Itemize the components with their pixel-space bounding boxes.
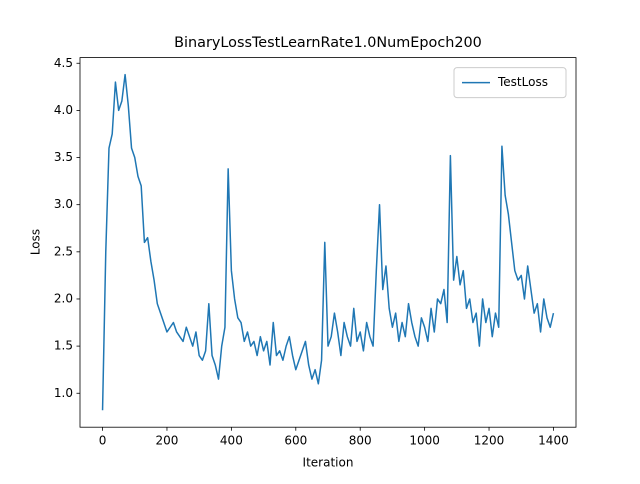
chart-title: BinaryLossTestLearnRate1.0NumEpoch200 bbox=[174, 35, 482, 51]
x-axis-label: Iteration bbox=[303, 456, 354, 470]
data-line bbox=[101, 73, 555, 411]
y-tick-label: 2.0 bbox=[54, 291, 73, 305]
y-tick-label: 3.5 bbox=[54, 150, 73, 164]
x-tick-label: 0 bbox=[99, 434, 107, 448]
axes-frame bbox=[79, 57, 577, 428]
x-tick-label: 200 bbox=[156, 434, 179, 448]
legend-label: TestLoss bbox=[497, 75, 548, 89]
y-tick-label: 3.0 bbox=[54, 197, 73, 211]
y-tick-label: 2.5 bbox=[54, 244, 73, 258]
x-tick-label: 1000 bbox=[409, 434, 440, 448]
x-tick-label: 1200 bbox=[474, 434, 505, 448]
legend-box bbox=[453, 67, 567, 99]
x-tick-label: 1400 bbox=[538, 434, 569, 448]
y-tick-label: 4.5 bbox=[54, 56, 73, 70]
y-axis-label: Loss bbox=[29, 229, 43, 255]
x-tick-label: 400 bbox=[220, 434, 243, 448]
y-tick-label: 1.0 bbox=[54, 386, 73, 400]
x-tick-label: 600 bbox=[284, 434, 307, 448]
y-tick-label: 1.5 bbox=[54, 339, 73, 353]
x-tick-label: 800 bbox=[349, 434, 372, 448]
y-tick-label: 4.0 bbox=[54, 103, 73, 117]
